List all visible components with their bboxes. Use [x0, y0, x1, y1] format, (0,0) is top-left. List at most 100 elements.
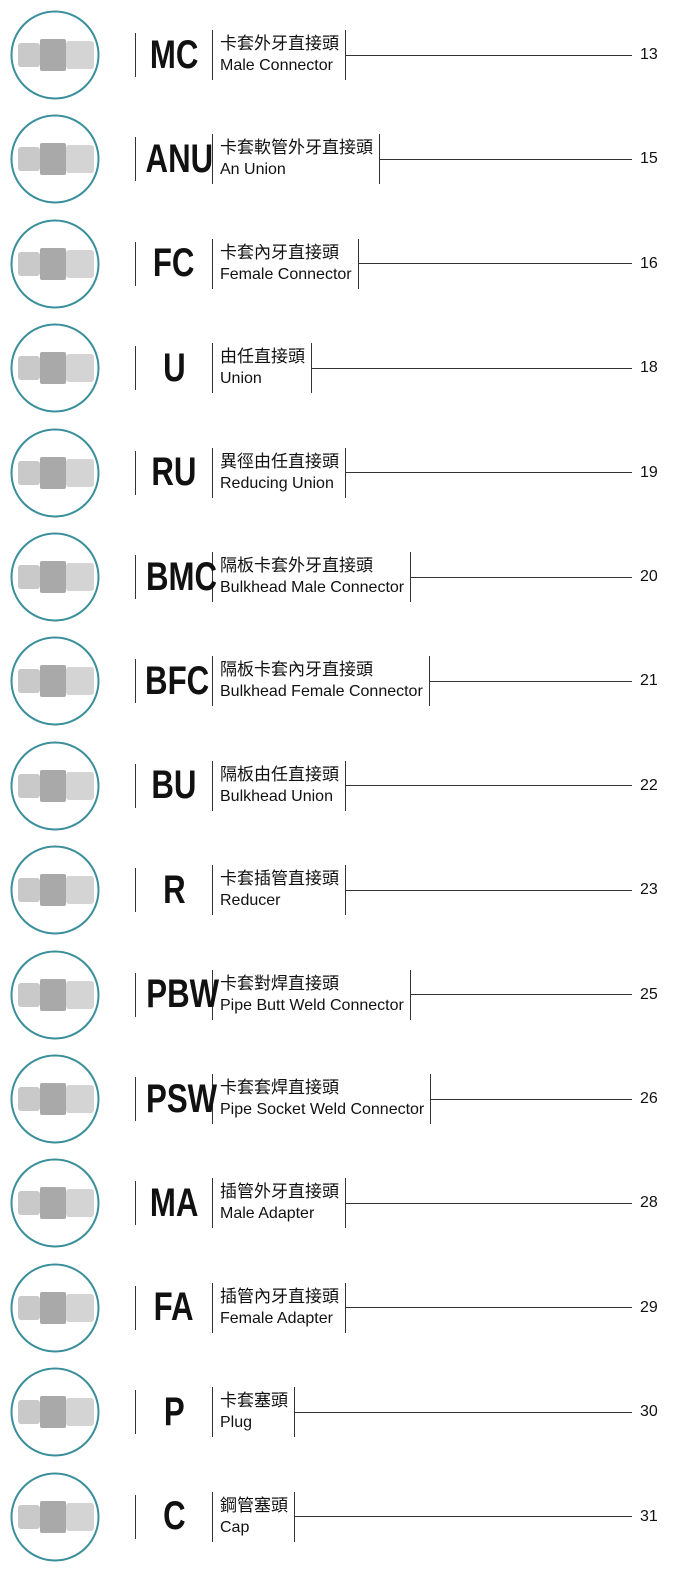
- code-text: RU: [151, 450, 197, 495]
- name-zh: 卡套插管直接頭: [220, 869, 339, 890]
- leader-line: [346, 785, 632, 787]
- name-en: Union: [220, 370, 262, 388]
- divider: [357, 238, 359, 289]
- leader-line: [295, 1411, 632, 1413]
- page-number: 22: [640, 776, 658, 794]
- code-text: FC: [153, 241, 195, 286]
- name-zh: 鋼管塞頭: [220, 1495, 288, 1516]
- product-names: 隔板卡套內牙直接頭 Bulkhead Female Connector: [213, 659, 429, 703]
- product-names: 卡套外牙直接頭 Male Connector: [213, 33, 345, 77]
- fitting-image: [10, 10, 100, 100]
- divider: [345, 760, 346, 811]
- code-text: MC: [149, 32, 199, 77]
- product-code: RU: [136, 450, 212, 495]
- leader-line: [346, 54, 632, 56]
- name-zh: 卡套對焊直接頭: [220, 973, 339, 994]
- leader-line: [431, 1098, 632, 1100]
- divider: [135, 241, 136, 286]
- page-number: 16: [640, 254, 658, 272]
- index-row: C 鋼管塞頭 Cap 31: [0, 1465, 685, 1569]
- name-zh: 卡套內牙直接頭: [220, 242, 339, 263]
- divider: [345, 1178, 346, 1229]
- divider: [212, 1074, 213, 1124]
- fitting-image: [10, 1367, 100, 1457]
- name-en: Female Adapter: [220, 1309, 333, 1327]
- leader-line: [346, 1307, 632, 1309]
- name-en: Bulkhead Female Connector: [220, 683, 423, 701]
- divider: [430, 1074, 432, 1124]
- code-text: MA: [149, 1180, 199, 1225]
- product-code: FC: [136, 241, 212, 286]
- code-text: PSW: [146, 1076, 218, 1121]
- fitting-image: [10, 845, 100, 935]
- divider: [135, 1285, 136, 1330]
- fitting-image: [10, 636, 100, 726]
- name-zh: 由任直接頭: [220, 347, 305, 368]
- page-number: 23: [640, 881, 658, 899]
- product-code: BU: [136, 763, 212, 808]
- page-number: 20: [640, 568, 658, 585]
- divider: [410, 552, 412, 602]
- product-names: 隔板由任直接頭 Bulkhead Union: [213, 764, 345, 808]
- index-row: BU 隔板由任直接頭 Bulkhead Union 22: [0, 734, 685, 838]
- name-en: Male Adapter: [220, 1205, 315, 1223]
- name-en: Bulkhead Male Connector: [220, 579, 405, 596]
- index-row: U 由任直接頭 Union 18: [0, 316, 685, 420]
- divider: [212, 1387, 213, 1438]
- index-row: RU 異徑由任直接頭 Reducing Union 19: [0, 421, 685, 525]
- product-code: ANU: [136, 137, 214, 182]
- product-code: BFC: [136, 659, 212, 704]
- product-names: 卡套插管直接頭 Reducer: [213, 868, 345, 912]
- fitting-image: [10, 950, 100, 1040]
- divider: [135, 33, 136, 77]
- name-en: An Union: [220, 161, 286, 179]
- divider: [212, 1178, 213, 1229]
- index-row: MC 卡套外牙直接頭 Male Connector 13: [0, 3, 685, 107]
- leader-line: [346, 472, 632, 474]
- product-names: 鋼管塞頭 Cap: [213, 1495, 294, 1539]
- leader-line: [380, 158, 632, 160]
- product-code: P: [136, 1390, 212, 1435]
- divider: [135, 137, 136, 182]
- divider: [379, 134, 380, 185]
- name-en: Reducing Union: [220, 474, 334, 492]
- name-zh: 隔板卡套內牙直接頭: [220, 660, 373, 681]
- page-number: 19: [640, 463, 658, 481]
- product-code: R: [136, 868, 212, 913]
- name-zh: 插管內牙直接頭: [220, 1286, 339, 1307]
- code-text: R: [162, 867, 186, 912]
- page-number: 26: [640, 1090, 658, 1107]
- index-row: ANU 卡套軟管外牙直接頭 An Union 15: [0, 107, 685, 211]
- divider: [212, 447, 213, 498]
- index-row: FC 卡套內牙直接頭 Female Connector 16: [0, 212, 685, 316]
- code-text: P: [163, 1389, 185, 1434]
- divider: [311, 343, 312, 394]
- divider: [135, 555, 136, 599]
- page-number: 28: [640, 1194, 658, 1212]
- name-en: Plug: [220, 1414, 253, 1432]
- leader-line: [312, 367, 632, 369]
- name-zh: 隔板由任直接頭: [220, 764, 339, 785]
- divider: [212, 969, 213, 1020]
- index-row: P 卡套塞頭 Plug 30: [0, 1360, 685, 1464]
- leader-line: [346, 889, 632, 891]
- index-row: PBW 卡套對焊直接頭 Pipe Butt Weld Connector 25: [0, 943, 685, 1047]
- fitting-image: [10, 323, 100, 413]
- fitting-image: [10, 219, 100, 309]
- name-zh: 異徑由任直接頭: [220, 451, 339, 472]
- fitting-image: [10, 532, 100, 622]
- product-names: 卡套套焊直接頭 Pipe Socket Weld Connector: [213, 1077, 430, 1121]
- divider: [212, 134, 213, 185]
- index-row: PSW 卡套套焊直接頭 Pipe Socket Weld Connector 26: [0, 1047, 685, 1151]
- product-names: 異徑由任直接頭 Reducing Union: [213, 451, 345, 495]
- divider: [345, 30, 346, 80]
- name-en: Cap: [220, 1518, 250, 1536]
- index-row: BMC 隔板卡套外牙直接頭 Bulkhead Male Connector 20: [0, 525, 685, 629]
- code-text: U: [162, 345, 186, 390]
- leader-line: [411, 576, 632, 578]
- divider: [212, 656, 213, 707]
- code-text: BU: [151, 763, 197, 808]
- fitting-image: [10, 1158, 100, 1248]
- page-number: 18: [640, 359, 658, 377]
- name-en: Bulkhead Union: [220, 787, 333, 805]
